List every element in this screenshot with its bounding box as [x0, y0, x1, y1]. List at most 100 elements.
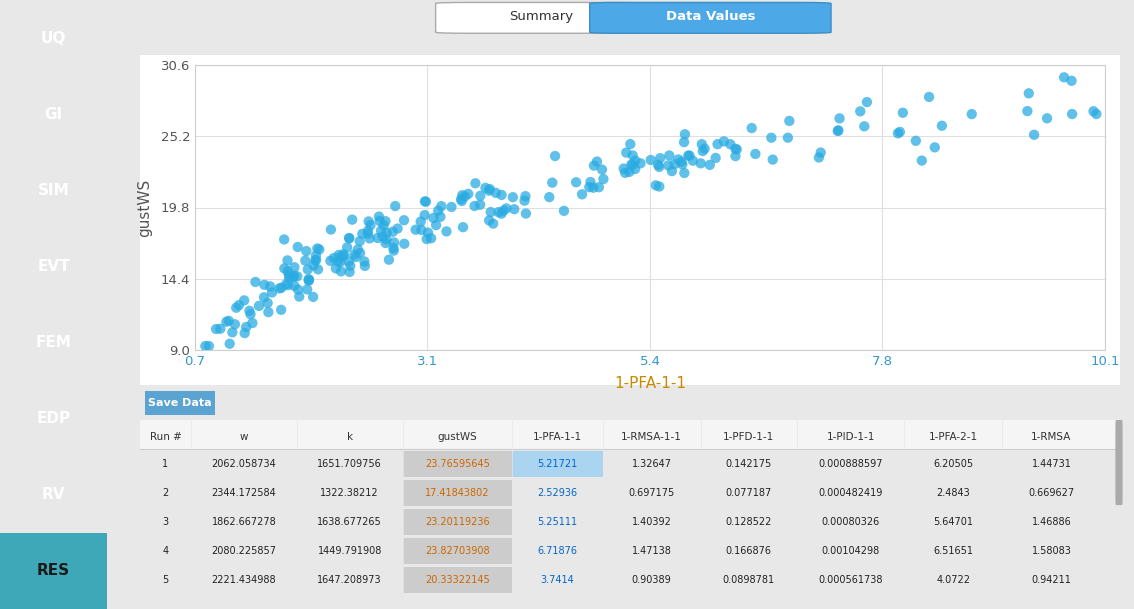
Point: [370, 212, 388, 222]
Text: EVT: EVT: [37, 259, 70, 274]
Point: [226, 320, 244, 329]
Point: [272, 305, 290, 315]
Point: [406, 225, 424, 234]
Point: [920, 92, 938, 102]
Text: 3: 3: [162, 517, 169, 527]
Point: [374, 220, 392, 230]
Text: GI: GI: [44, 107, 62, 122]
Text: RES: RES: [37, 563, 70, 579]
Text: 0.000561738: 0.000561738: [819, 575, 882, 585]
Point: [384, 238, 403, 247]
Point: [471, 200, 489, 209]
Point: [372, 226, 390, 236]
Point: [646, 180, 665, 190]
Text: Summary: Summary: [509, 10, 573, 23]
FancyBboxPatch shape: [435, 2, 646, 33]
Point: [590, 182, 608, 192]
Point: [299, 275, 318, 285]
Point: [617, 148, 635, 158]
Point: [615, 164, 633, 174]
Point: [311, 245, 329, 255]
Point: [335, 249, 353, 259]
Point: [200, 341, 218, 351]
Point: [543, 178, 561, 188]
Text: 0.166876: 0.166876: [726, 546, 771, 556]
Text: 0.000482419: 0.000482419: [819, 488, 882, 498]
Point: [721, 139, 739, 149]
Text: 1.58083: 1.58083: [1032, 546, 1072, 556]
Point: [963, 109, 981, 119]
Text: RV: RV: [42, 487, 66, 502]
Point: [237, 322, 255, 332]
Text: Run #: Run #: [150, 432, 181, 443]
Point: [428, 220, 446, 230]
Point: [415, 210, 433, 220]
Point: [369, 233, 387, 243]
Point: [438, 227, 456, 236]
Point: [497, 203, 515, 213]
Point: [466, 178, 484, 188]
Point: [304, 292, 322, 302]
Text: 0.90389: 0.90389: [632, 575, 671, 585]
Point: [516, 191, 534, 201]
Point: [649, 160, 667, 170]
Text: 0.077187: 0.077187: [726, 488, 772, 498]
Point: [259, 298, 277, 308]
Text: 5.25111: 5.25111: [538, 517, 577, 527]
Text: 23.20119236: 23.20119236: [425, 517, 490, 527]
Point: [280, 273, 298, 283]
Text: 1-PID-1-1: 1-PID-1-1: [827, 432, 874, 443]
Point: [374, 231, 392, 241]
Point: [490, 207, 508, 217]
Point: [272, 283, 290, 292]
Point: [299, 276, 318, 286]
Text: 6.51651: 6.51651: [933, 546, 973, 556]
Point: [692, 158, 710, 168]
Point: [289, 242, 307, 252]
FancyBboxPatch shape: [403, 509, 513, 535]
Point: [196, 341, 214, 351]
Point: [482, 207, 500, 217]
Point: [486, 188, 505, 198]
Point: [659, 161, 677, 171]
Point: [662, 166, 680, 176]
Point: [288, 272, 306, 281]
Point: [335, 251, 353, 261]
Point: [746, 149, 764, 159]
Point: [626, 156, 644, 166]
Point: [277, 279, 295, 289]
Point: [545, 151, 564, 161]
Point: [260, 308, 278, 317]
Point: [329, 257, 347, 267]
Text: UQ: UQ: [41, 30, 66, 46]
Point: [359, 217, 378, 227]
Text: 20.33322145: 20.33322145: [425, 575, 490, 585]
Text: 1.40392: 1.40392: [632, 517, 671, 527]
Point: [240, 306, 259, 315]
Point: [459, 189, 477, 199]
Point: [675, 168, 693, 178]
Text: 1.46886: 1.46886: [1032, 517, 1072, 527]
Point: [355, 256, 373, 266]
Text: 17.41843802: 17.41843802: [425, 488, 490, 498]
Point: [484, 219, 502, 228]
Point: [285, 272, 303, 282]
Point: [695, 144, 713, 153]
Point: [727, 151, 745, 161]
Text: 1.44731: 1.44731: [1032, 459, 1072, 468]
Point: [1055, 72, 1073, 82]
FancyBboxPatch shape: [139, 420, 1120, 449]
Text: k: k: [347, 432, 353, 443]
Point: [650, 162, 668, 172]
Point: [452, 196, 471, 206]
Point: [280, 270, 298, 280]
FancyBboxPatch shape: [513, 451, 602, 477]
Point: [642, 155, 660, 165]
Point: [290, 292, 308, 301]
Text: 1322.38212: 1322.38212: [321, 488, 379, 498]
Point: [728, 144, 746, 154]
Point: [894, 108, 912, 118]
Point: [913, 156, 931, 166]
Point: [380, 255, 398, 264]
Text: SIM: SIM: [37, 183, 69, 198]
